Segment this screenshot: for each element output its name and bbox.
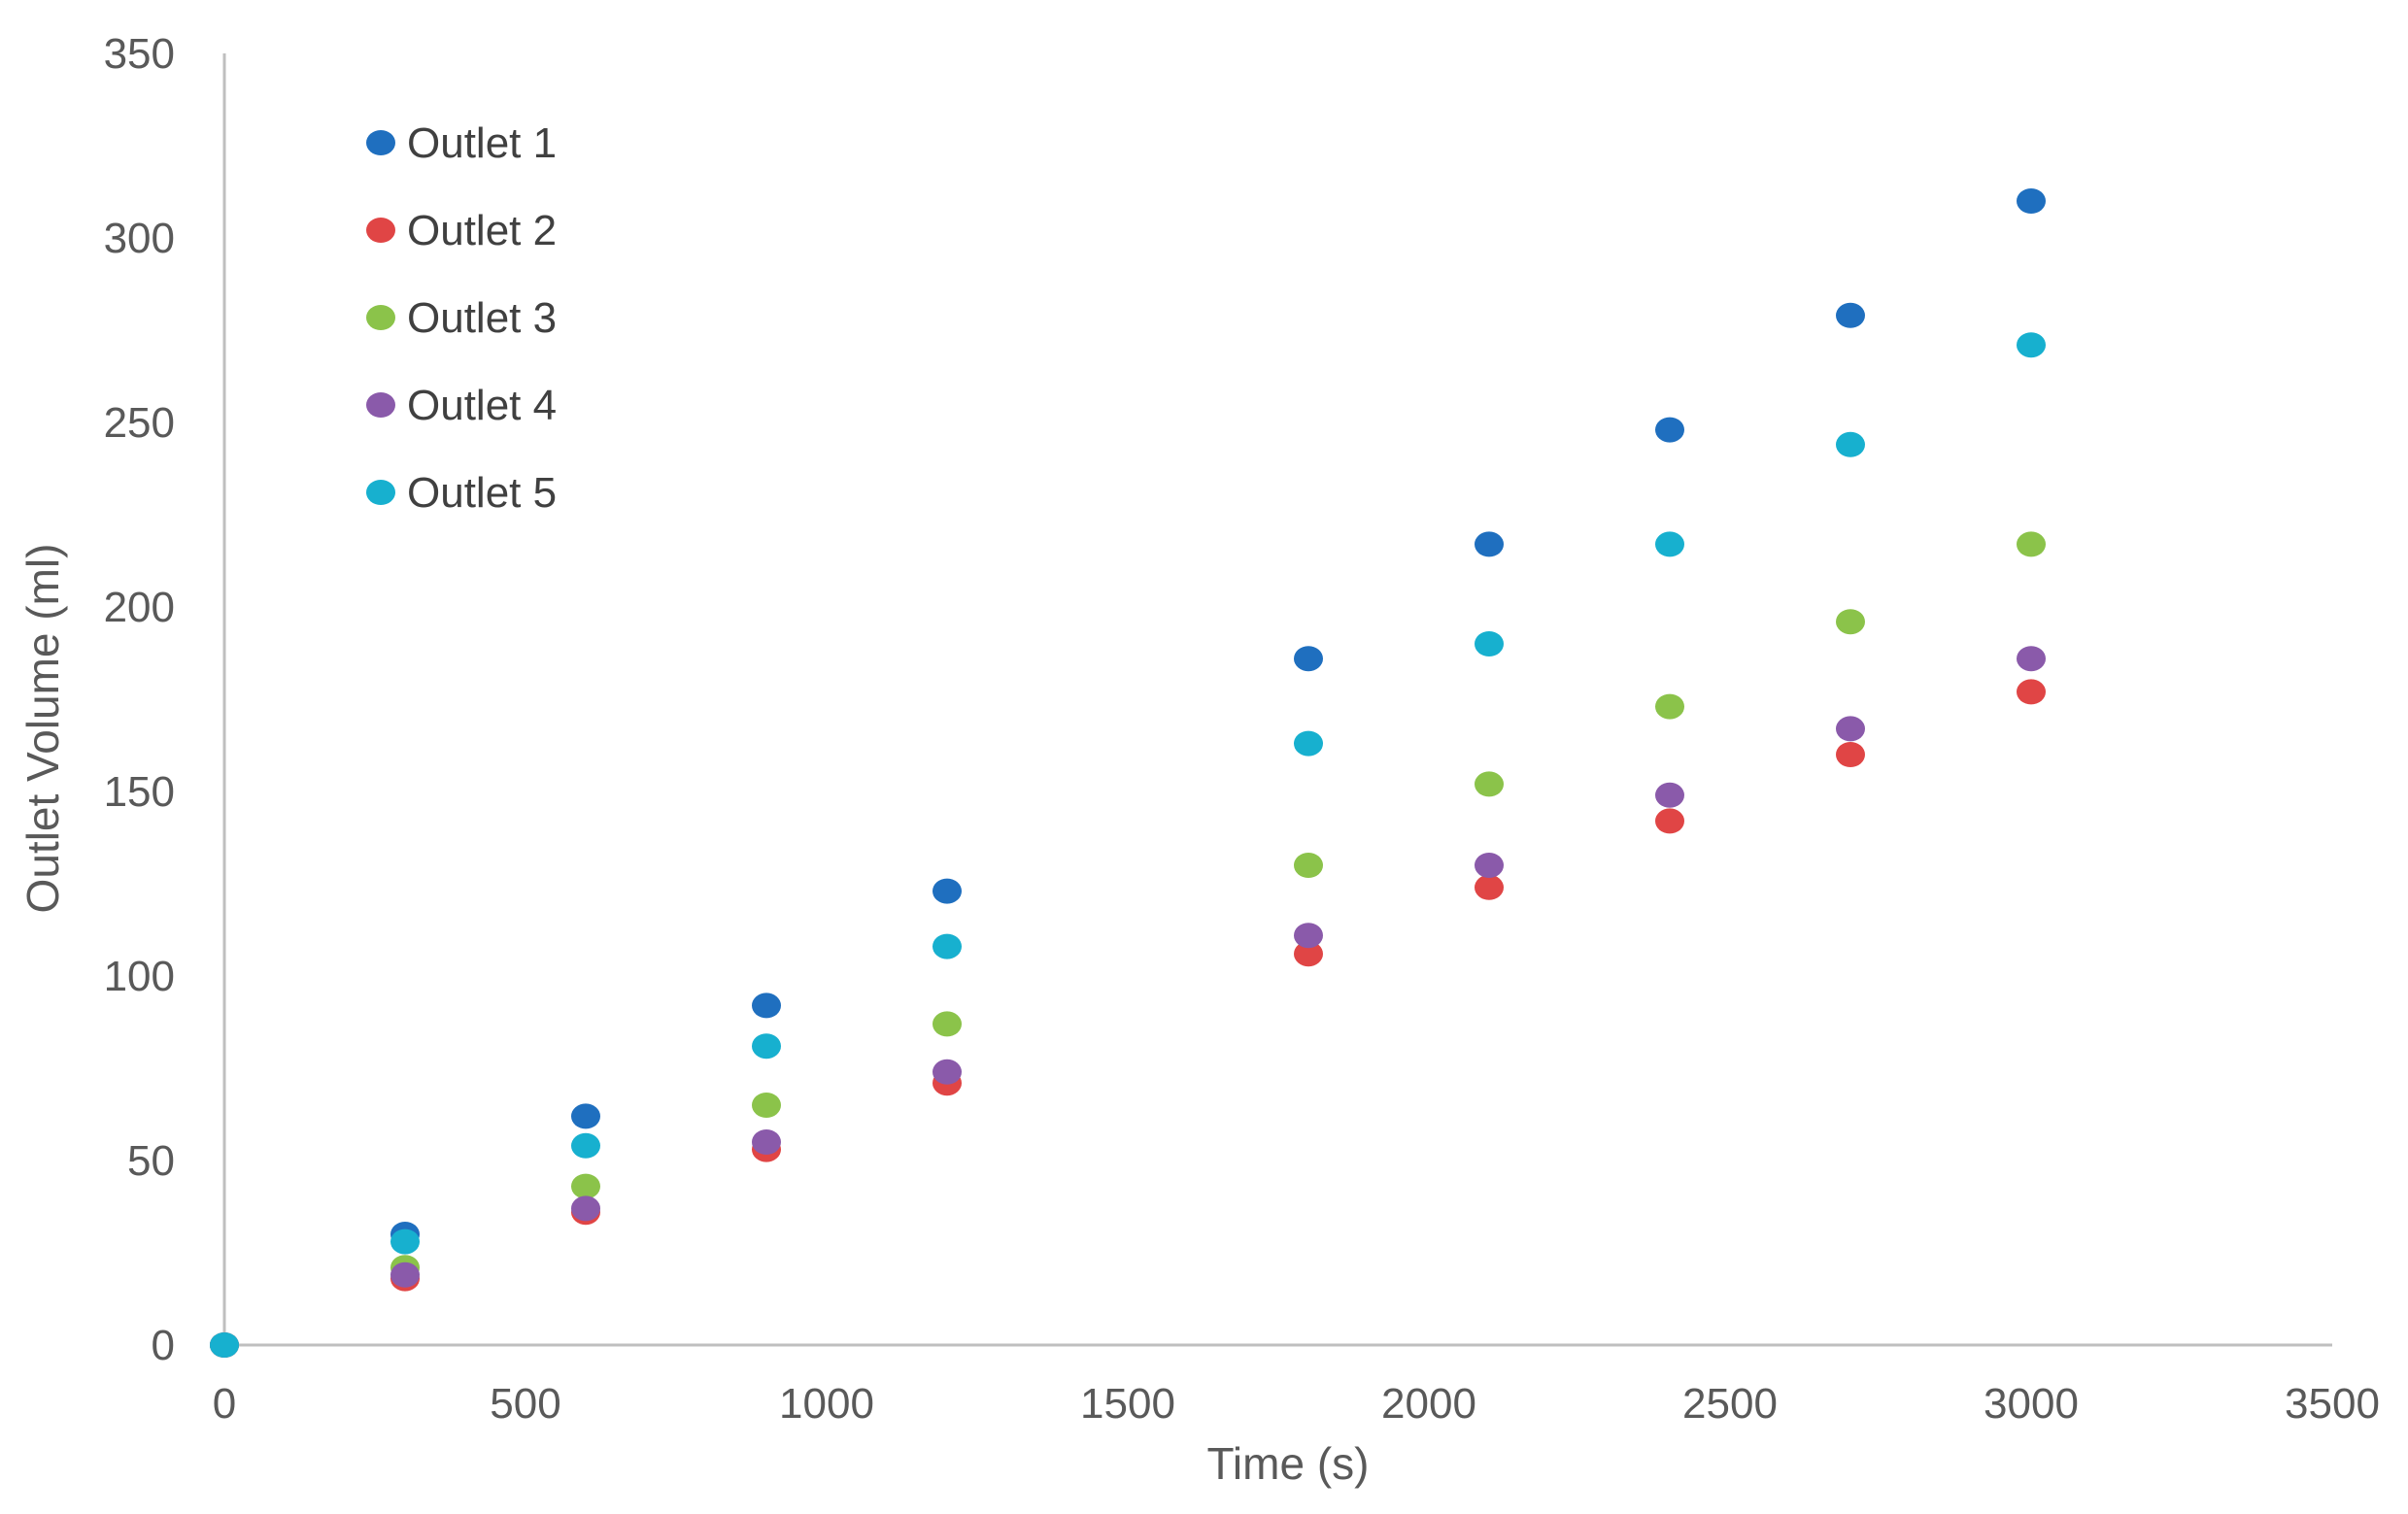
y-tick-label: 350 (104, 30, 175, 78)
data-point (1294, 730, 1323, 757)
x-tick-label: 3000 (1984, 1380, 2079, 1428)
data-point (933, 1059, 962, 1085)
legend-item: Outlet 3 (366, 294, 557, 342)
data-point (933, 878, 962, 904)
data-point (1836, 716, 1865, 742)
data-point (752, 993, 781, 1019)
data-point (1475, 631, 1504, 656)
legend-label: Outlet 2 (407, 207, 557, 254)
data-point (390, 1228, 420, 1255)
data-point (1836, 431, 1865, 457)
series-5-points (210, 332, 2046, 1358)
legend: Outlet 1 Outlet 2 Outlet 3 Outlet 4 Outlet 5 (366, 119, 557, 517)
data-point (571, 1195, 600, 1222)
data-point (1475, 531, 1504, 557)
data-point (571, 1173, 600, 1199)
x-tick-label: 2000 (1381, 1380, 1476, 1428)
x-tick-labels: 0 500 1000 1500 2000 2500 3000 3500 (213, 1380, 2380, 1428)
data-point (571, 1132, 600, 1159)
x-tick-label: 2500 (1682, 1380, 1778, 1428)
y-tick-label: 200 (104, 584, 175, 631)
y-tick-label: 150 (104, 768, 175, 816)
data-point (2017, 188, 2046, 214)
x-tick-label: 1000 (779, 1380, 874, 1428)
legend-marker (366, 392, 395, 418)
y-tick-label: 50 (127, 1137, 175, 1185)
data-point (1655, 693, 1684, 720)
data-point (1294, 941, 1323, 967)
data-point (1655, 808, 1684, 834)
axes (222, 53, 2332, 1347)
legend-label: Outlet 1 (407, 119, 557, 167)
x-tick-label: 500 (490, 1380, 560, 1428)
x-tick-label: 0 (213, 1380, 236, 1428)
data-point (933, 933, 962, 959)
legend-item: Outlet 4 (366, 382, 557, 429)
data-point (2017, 679, 2046, 705)
y-tick-label: 100 (104, 953, 175, 1000)
data-point (1836, 609, 1865, 635)
x-tick-label: 3500 (2285, 1380, 2380, 1428)
data-point (1294, 923, 1323, 949)
data-point (1475, 771, 1504, 797)
data-point (752, 1129, 781, 1155)
legend-label: Outlet 3 (407, 294, 557, 342)
y-tick-labels: 0 50 100 150 200 250 300 350 (104, 30, 175, 1369)
data-point (1294, 646, 1323, 672)
y-tick-label: 300 (104, 215, 175, 262)
legend-item: Outlet 1 (366, 119, 557, 167)
data-point (1655, 531, 1684, 557)
data-point (390, 1262, 420, 1288)
data-point (1655, 417, 1684, 443)
legend-item: Outlet 2 (366, 207, 557, 254)
data-points (210, 188, 2046, 1358)
data-point (933, 1011, 962, 1037)
legend-marker (366, 480, 395, 505)
y-axis-title: Outlet Volume (ml) (17, 544, 68, 914)
data-point (1836, 302, 1865, 328)
legend-item: Outlet 5 (366, 469, 557, 517)
data-point (210, 1332, 239, 1358)
data-point (2017, 332, 2046, 358)
legend-marker (366, 218, 395, 243)
legend-label: Outlet 5 (407, 469, 557, 517)
data-point (752, 1033, 781, 1060)
data-point (752, 1093, 781, 1118)
data-point (2017, 531, 2046, 557)
data-point (571, 1103, 600, 1129)
data-point (1294, 853, 1323, 878)
x-tick-label: 1500 (1080, 1380, 1175, 1428)
y-tick-label: 0 (152, 1322, 175, 1369)
data-point (1475, 874, 1504, 900)
y-tick-label: 250 (104, 399, 175, 447)
x-axis-title: Time (s) (1207, 1438, 1370, 1489)
legend-marker (366, 305, 395, 330)
data-point (1655, 782, 1684, 808)
data-point (1836, 742, 1865, 767)
legend-marker (366, 130, 395, 155)
data-point (2017, 646, 2046, 672)
legend-label: Outlet 4 (407, 382, 557, 429)
data-point (1475, 853, 1504, 878)
